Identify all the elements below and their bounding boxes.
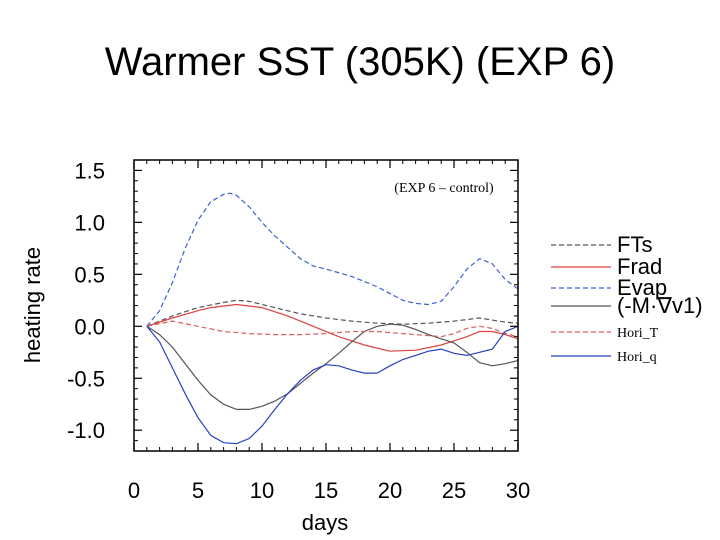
series-line-3 bbox=[146, 323, 519, 410]
legend-label: Hori_T bbox=[617, 326, 659, 341]
legend-label: Frad bbox=[617, 254, 662, 279]
slide-title: Warmer SST (305K) (EXP 6) bbox=[104, 40, 616, 84]
legend-label: Hori_q bbox=[617, 350, 657, 365]
x-tick-label: 0 bbox=[128, 478, 140, 503]
y-tick-label: 0.0 bbox=[74, 314, 105, 339]
y-tick-label: -0.5 bbox=[67, 366, 105, 391]
series-layer bbox=[146, 192, 519, 445]
x-tick-label: 10 bbox=[250, 478, 274, 503]
series-line-0 bbox=[146, 299, 519, 327]
y-tick-label: 1.0 bbox=[74, 210, 105, 235]
series-line-4 bbox=[146, 320, 519, 338]
legend-label: Evap bbox=[617, 275, 667, 300]
plot-frame bbox=[133, 159, 519, 452]
x-tick-label: 5 bbox=[192, 478, 204, 503]
x-tick-label: 20 bbox=[378, 478, 402, 503]
plot-annotation: (EXP 6 – control) bbox=[394, 181, 494, 196]
x-axis-title: days bbox=[302, 510, 348, 535]
y-axis-title: heating rate bbox=[20, 247, 45, 363]
x-tick-label: 25 bbox=[442, 478, 466, 503]
x-tick-label: 30 bbox=[506, 478, 530, 503]
series-line-2 bbox=[146, 192, 519, 327]
legend-label: (-M·∇v1) bbox=[617, 293, 703, 318]
series-line-1 bbox=[146, 303, 519, 352]
y-tick-label: -1.0 bbox=[67, 418, 105, 443]
ticks-layer: 0 5 10 15 20 25 30 1.5 1.0 0.5 0.0 -0.5 -1.0 bbox=[67, 158, 530, 503]
legend-label: FTs bbox=[617, 232, 652, 257]
x-tick-label: 15 bbox=[314, 478, 338, 503]
y-tick-label: 0.5 bbox=[74, 262, 105, 287]
y-tick-label: 1.5 bbox=[74, 158, 105, 183]
series-line-5 bbox=[146, 325, 519, 445]
